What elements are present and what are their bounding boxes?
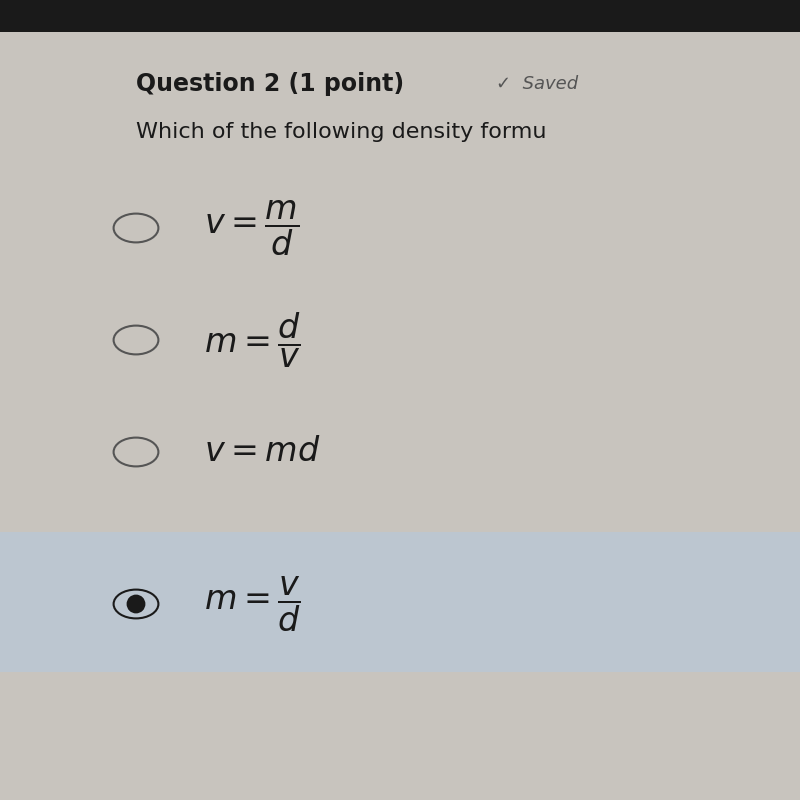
Text: Question 2 (1 point): Question 2 (1 point) [136, 72, 404, 96]
Text: $v = md$: $v = md$ [204, 436, 321, 468]
Text: Which of the following density formu: Which of the following density formu [136, 122, 546, 142]
Circle shape [126, 594, 146, 614]
Bar [0, 0, 800, 32]
Text: $m = \dfrac{d}{v}$: $m = \dfrac{d}{v}$ [204, 310, 301, 370]
Text: $m = \dfrac{v}{d}$: $m = \dfrac{v}{d}$ [204, 574, 301, 634]
Bar [0, 532, 800, 672]
Text: ✓  Saved: ✓ Saved [496, 75, 578, 93]
Text: $v = \dfrac{m}{d}$: $v = \dfrac{m}{d}$ [204, 198, 299, 258]
